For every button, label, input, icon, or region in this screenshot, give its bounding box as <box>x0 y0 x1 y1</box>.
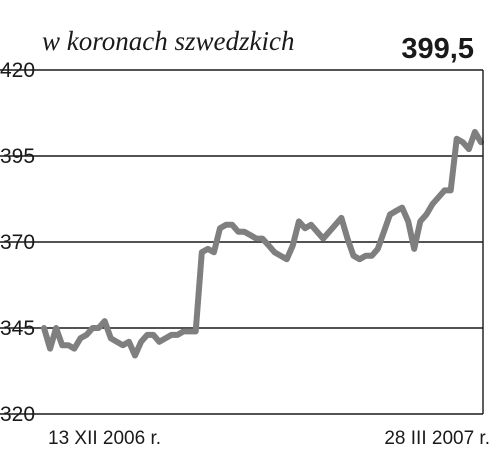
gridlines <box>0 69 483 329</box>
x-end-label: 28 III 2007 r. <box>384 428 490 449</box>
y-tick-label: 345 <box>0 317 35 340</box>
y-tick-label: 420 <box>0 59 35 82</box>
latest-value: 399,5 <box>401 33 474 65</box>
chart-title: w koronach szwedzkich <box>42 26 294 56</box>
y-tick-label: 395 <box>0 145 35 168</box>
x-start-label: 13 XII 2006 r. <box>48 428 161 449</box>
series-line <box>41 128 484 359</box>
y-tick-label: 370 <box>0 231 35 254</box>
